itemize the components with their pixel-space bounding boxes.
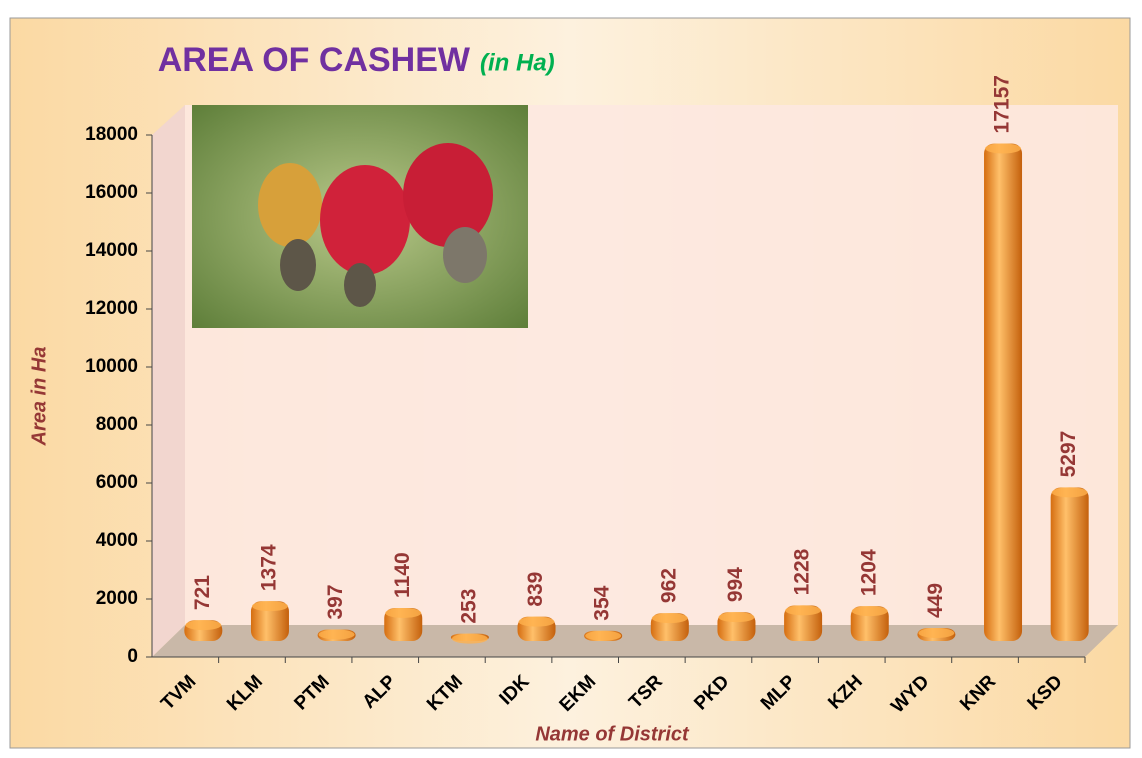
bar-top xyxy=(518,616,555,627)
value-label: 1374 xyxy=(258,544,281,591)
chart-title: AREA OF CASHEW xyxy=(158,41,471,79)
x-axis-label: Name of District xyxy=(535,723,690,745)
value-label: 994 xyxy=(724,567,747,602)
y-tick-label: 16000 xyxy=(85,182,138,203)
floor xyxy=(152,625,1118,657)
y-tick-label: 14000 xyxy=(85,240,138,261)
bar-top xyxy=(251,601,288,612)
photo xyxy=(192,105,528,328)
bar-top xyxy=(985,143,1022,154)
bar-top xyxy=(318,629,355,640)
y-axis-label: Area in Ha xyxy=(28,347,50,447)
chart-subtitle: (in Ha) xyxy=(480,49,555,76)
y-tick-label: 2000 xyxy=(96,588,138,609)
y-tick-label: 8000 xyxy=(96,414,138,435)
bar xyxy=(250,601,289,641)
value-label: 354 xyxy=(591,585,614,620)
y-tick-label: 6000 xyxy=(96,472,138,493)
bar-top xyxy=(185,620,222,631)
y-tick-label: 4000 xyxy=(96,530,138,551)
value-label: 1228 xyxy=(791,548,814,595)
value-label: 449 xyxy=(924,583,947,618)
bar-top xyxy=(385,607,422,618)
value-label: 1204 xyxy=(857,549,880,596)
bar-top xyxy=(851,606,888,617)
bar-top xyxy=(1051,487,1088,498)
value-label: 5297 xyxy=(1057,431,1080,478)
bar-top xyxy=(451,633,488,644)
bar xyxy=(1050,487,1089,641)
value-label: 962 xyxy=(657,568,680,603)
bar-top xyxy=(718,612,755,623)
y-tick-label: 12000 xyxy=(85,298,138,319)
bar-top xyxy=(918,627,955,638)
bar-top xyxy=(785,605,822,616)
value-label: 397 xyxy=(324,584,347,619)
bar xyxy=(984,143,1023,641)
bar-top xyxy=(651,613,688,624)
value-label: 1140 xyxy=(391,552,414,598)
bar-top xyxy=(585,630,622,641)
value-label: 839 xyxy=(524,572,547,607)
y-tick-label: 10000 xyxy=(85,356,138,377)
value-label: 253 xyxy=(457,589,480,624)
value-label: 721 xyxy=(191,575,214,610)
y-tick-label: 18000 xyxy=(85,124,138,145)
side-wall xyxy=(152,105,185,657)
value-label: 17157 xyxy=(991,75,1014,133)
y-tick-label: 0 xyxy=(127,646,138,667)
